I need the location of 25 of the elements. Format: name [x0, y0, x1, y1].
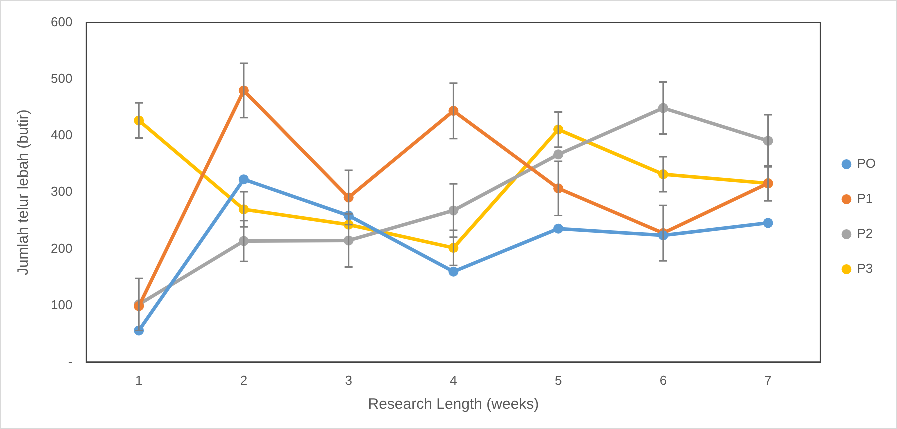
y-tick-label: 300 [50, 184, 73, 200]
y-tick-label: 600 [50, 14, 73, 30]
y-tick-label: 400 [50, 128, 73, 143]
legend-label: PO [857, 156, 876, 172]
y-axis-title: Jumlah telur lebah (butir) [15, 110, 32, 276]
point [448, 266, 459, 277]
x-tick-label: 4 [450, 372, 458, 388]
legend-label: P2 [857, 226, 874, 242]
y-tick-label: 100 [50, 297, 73, 312]
x-tick-label: 2 [240, 372, 248, 388]
point [238, 174, 249, 185]
legend-label: P3 [857, 261, 874, 276]
point [554, 224, 564, 234]
x-tick-label: 1 [136, 372, 143, 388]
x-tick-label: 6 [660, 372, 668, 388]
x-tick-label: 3 [345, 372, 352, 388]
x-tick-label: 5 [554, 372, 562, 388]
y-tick-label: 500 [50, 70, 73, 86]
legend-label: P1 [857, 191, 874, 206]
point [554, 150, 564, 160]
y-tick-label: - [68, 354, 73, 369]
y-tick-label: 200 [50, 240, 73, 256]
x-axis-title: Research Length (weeks) [368, 396, 540, 414]
x-tick-label: 7 [764, 372, 772, 388]
point [763, 218, 774, 228]
